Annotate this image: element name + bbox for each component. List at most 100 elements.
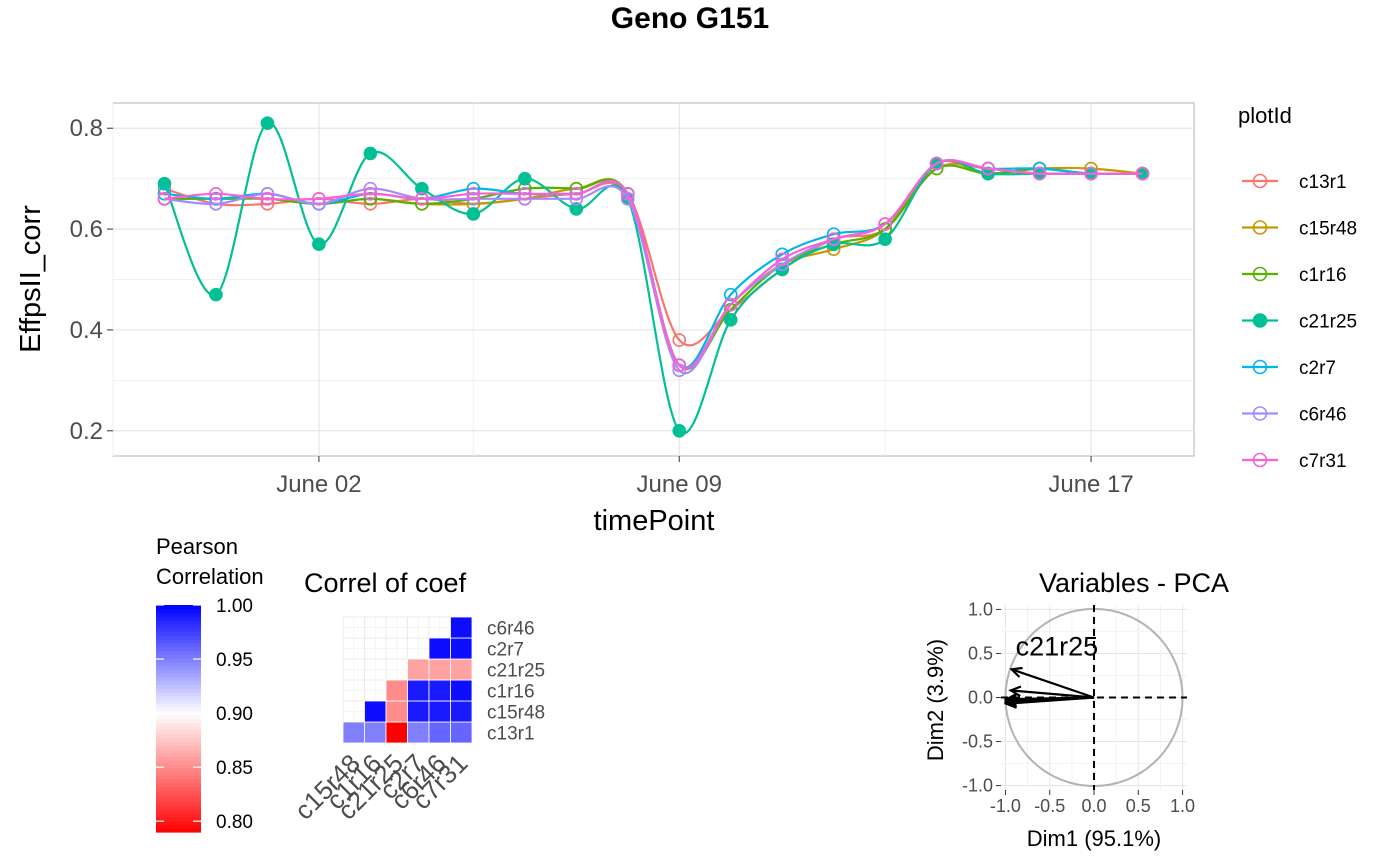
pca-vector-c7r31 [1003,696,1095,709]
line-chart-x-label: timePoint [594,505,715,537]
data-point [415,192,429,206]
colorbar-segment [156,650,201,655]
pca-arrow-line [1006,696,1095,705]
x-tick-label: June 17 [1048,471,1133,498]
legend-key-point [1252,266,1268,282]
colorbar-segment [156,828,201,833]
colorbar-tick-label: 0.80 [216,812,253,833]
data-point [620,186,635,201]
data-point [569,186,584,201]
heatmap-cell [450,721,473,744]
y-tick-label: 0.4 [70,317,103,344]
heatmap-cell [428,721,451,744]
colorbar-segment [156,729,201,735]
colorbar-segment [156,737,201,742]
line-chart-y-ticks: 0.2 0.4 0.6 0.8 [70,115,113,445]
colorbar-segment [156,623,201,629]
colorbar-segment [156,605,201,610]
heatmap-colorbar: 1.00 0.95 0.90 0.85 0.80 [156,596,253,833]
colorbar-segment [156,782,201,788]
colorbar-segment [156,744,201,750]
pca-grid [1001,605,1187,790]
colorbar-segment [156,756,201,761]
series-c7r31 [157,156,1150,373]
pca-y-tick-label: -0.5 [962,732,993,752]
colorbar-segment [156,703,201,708]
colorbar-segment [156,616,201,621]
pca-vector-c21r25 [1009,666,1095,699]
legend-label: c21r25 [1299,312,1357,333]
legend-key-point [1252,406,1268,421]
colorbar-segment [156,805,201,810]
legend-key-point [1252,220,1268,235]
heatmap-cell [364,700,387,723]
colorbar-segment [156,797,201,803]
colorbar-segment [156,763,201,769]
pca-arrow-head [1003,697,1017,709]
colorbar-segment [156,813,201,818]
pca-arrow-head [1009,666,1023,678]
colorbar-segment [156,710,201,716]
heatmap-cell [450,679,473,702]
colorbar-segment [156,688,201,693]
pca-arrow-line [1010,689,1095,699]
colorbar-segment [156,639,201,644]
legend-item-c7r31: c7r31 [1242,451,1347,472]
colorbar-segment [156,665,201,670]
colorbar-segment [156,695,201,701]
data-point [466,207,481,221]
line-chart-legend-title: plotId [1238,103,1292,128]
data-point [878,217,892,231]
data-point [1135,166,1150,181]
legend-item-c1r16: c1r16 [1242,265,1347,286]
colorbar-segment [156,760,201,765]
colorbar-segment [156,661,201,667]
colorbar-segment [156,646,201,651]
colorbar-segment [156,673,201,678]
heatmap-cell [407,700,430,723]
colorbar-segment [156,635,201,640]
data-point [723,297,738,312]
pca-vector-labels: c21r25 [1016,631,1099,661]
colorbar-segment [156,699,201,704]
data-point [415,181,429,196]
colorbar-segment [156,680,201,686]
heatmap-cell [450,700,473,723]
x-tick-label: June 09 [637,471,722,498]
colorbar-segment [156,718,201,723]
colorbar-segment [156,775,201,780]
heatmap-y-label: c21r25 [487,661,545,682]
heatmap-cell [450,658,473,681]
data-point [569,202,584,216]
data-point [157,176,172,191]
line-chart-legend: c13r1 c15r48 c1r16 c21r25 c2r7 c6r46 c7r31 [1242,172,1357,472]
colorbar-segment [156,669,201,674]
data-point [312,192,326,206]
legend-key-point [1252,313,1268,328]
legend-item-c2r7: c2r7 [1242,358,1336,379]
data-point [1084,166,1098,181]
heatmap-cell [385,721,408,744]
x-tick-label: June 02 [276,471,361,498]
heatmap-cell [364,721,387,744]
heatmap-cells [342,616,473,744]
data-point [157,192,172,206]
pca-arrow-line [1011,668,1095,699]
pca-vector-c13r1 [1008,685,1095,699]
pca-y-tick-label: 0.5 [968,643,993,663]
colorbar-segment [156,726,201,731]
pca-y-tick-label: 1.0 [968,599,993,619]
heatmap-cell [407,679,430,702]
legend-label: c13r1 [1299,172,1347,193]
heatmap-y-label: c2r7 [487,640,524,661]
colorbar-segment [156,820,201,826]
colorbar-tick-label: 0.85 [216,758,253,779]
pca-arrow-head [1008,685,1022,698]
data-point [672,333,687,347]
heatmap-cell [428,658,451,681]
line-chart-grid [112,103,1194,456]
data-point [723,313,738,327]
